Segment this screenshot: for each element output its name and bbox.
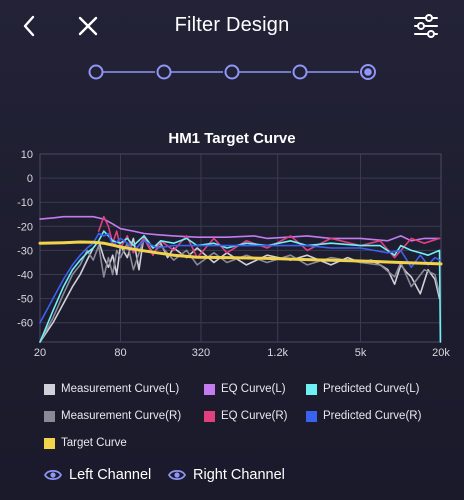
legend-swatch: [306, 383, 317, 395]
legend-swatch: [204, 383, 215, 395]
legend-measurement-left[interactable]: Measurement Curve(L): [44, 380, 179, 398]
page-title: Filter Design: [174, 14, 290, 36]
right-channel-toggle[interactable]: Right Channel: [168, 462, 285, 488]
step-1[interactable]: [88, 64, 104, 80]
y-tick-label: 0: [27, 173, 33, 185]
legend-eq-left[interactable]: EQ Curve(L): [204, 380, 286, 398]
back-button[interactable]: [16, 12, 44, 40]
y-tick-label: -20: [17, 221, 33, 233]
settings-button[interactable]: [412, 12, 440, 40]
x-tick-label: 20k: [432, 347, 450, 359]
legend-label: Predicted Curve(L): [323, 383, 420, 395]
left-channel-toggle[interactable]: Left Channel: [44, 462, 151, 488]
channel-toggles: Left Channel Right Channel: [0, 462, 464, 492]
top-bar: Filter Design: [0, 0, 464, 54]
y-tick-label: -30: [17, 245, 33, 257]
series-predicted-curve-r: [39, 232, 441, 324]
frequency-response-chart: HM1 Target Curve 10 0 -10 -20 -30 -40 -50 -60 20 8…: [0, 124, 464, 374]
legend-label: Measurement Curve(R): [61, 410, 182, 422]
plot-frame: [39, 153, 442, 343]
x-tick-label: 320: [192, 347, 210, 359]
chart-title: HM1 Target Curve: [168, 130, 295, 147]
chart-svg: HM1 Target Curve 10 0 -10 -20 -30 -40 -50 -60 20 8…: [17, 130, 450, 359]
legend-predicted-left[interactable]: Predicted Curve(L): [306, 380, 420, 398]
legend-label: Measurement Curve(L): [61, 383, 180, 395]
y-tick-label: -10: [17, 197, 33, 209]
legend-swatch: [306, 410, 317, 422]
legend-measurement-right[interactable]: Measurement Curve(R): [44, 407, 181, 425]
series-target-curve: [38, 240, 443, 266]
y-tick-label: -50: [17, 294, 33, 306]
sliders-icon: [414, 14, 438, 38]
legend-label: EQ Curve(L): [221, 383, 286, 395]
x-tick-label: 80: [114, 347, 126, 359]
series-predicted-curve-l: [39, 230, 442, 343]
step-2[interactable]: [156, 64, 172, 80]
step-3[interactable]: [224, 64, 240, 80]
y-tick-label: 10: [21, 149, 33, 161]
eye-icon: [168, 469, 186, 481]
legend-label: EQ Curve(R): [221, 410, 288, 422]
step-4[interactable]: [292, 64, 308, 80]
legend-target[interactable]: Target Curve: [44, 434, 127, 452]
left-channel-label: Left Channel: [69, 467, 152, 483]
legend-swatch: [204, 410, 215, 422]
y-tick-label: -40: [17, 270, 33, 282]
legend-swatch: [44, 437, 55, 449]
legend-label: Predicted Curve(R): [323, 410, 422, 422]
y-tick-label: -60: [17, 318, 33, 330]
eye-icon: [44, 469, 62, 481]
x-tick-label: 20: [34, 347, 46, 359]
step-indicator: [84, 62, 380, 82]
series-measurement-curve-r: [39, 237, 441, 343]
x-tick-label: 5k: [355, 347, 367, 359]
step-5-active[interactable]: [360, 64, 376, 80]
chevron-left-icon: [23, 15, 35, 37]
legend-label: Target Curve: [61, 437, 127, 449]
legend-swatch: [44, 410, 55, 422]
close-icon: [78, 16, 98, 36]
right-channel-label: Right Channel: [193, 467, 285, 483]
legend-predicted-right[interactable]: Predicted Curve(R): [306, 407, 421, 425]
x-tick-label: 1.2k: [267, 347, 288, 359]
legend-swatch: [44, 383, 55, 395]
legend-eq-right[interactable]: EQ Curve(R): [204, 407, 287, 425]
close-button[interactable]: [74, 12, 102, 40]
